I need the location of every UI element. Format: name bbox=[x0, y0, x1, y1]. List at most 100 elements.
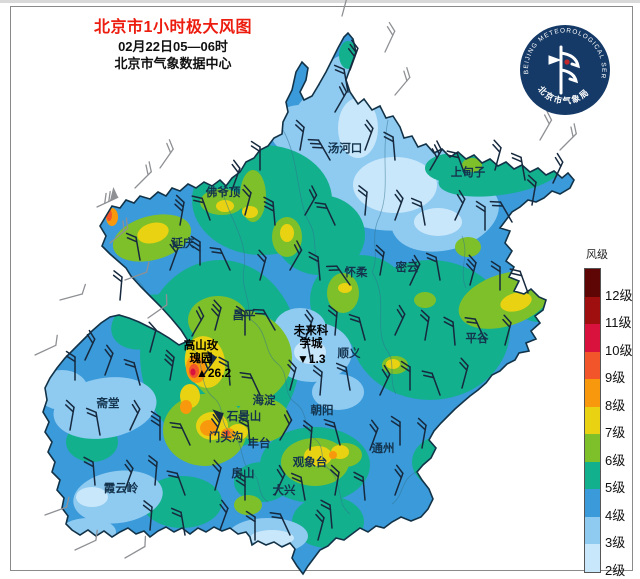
wind-barb bbox=[446, 150, 466, 176]
wind-barb bbox=[219, 499, 229, 531]
wind-vane-icon bbox=[548, 45, 580, 95]
wind-barb bbox=[295, 119, 305, 151]
map-header: 北京市1小时极大风图 02月22日05—06时 北京市气象数据中心 bbox=[58, 18, 288, 73]
wind-barb bbox=[263, 196, 276, 226]
station-label: 通州 bbox=[372, 442, 395, 455]
station-label: 斋堂 bbox=[96, 396, 120, 410]
wind-barb bbox=[190, 235, 201, 266]
wind-barb bbox=[459, 357, 469, 389]
wind-barb bbox=[212, 459, 222, 491]
wind-barb bbox=[245, 510, 256, 541]
legend-label: 4级 bbox=[605, 507, 626, 523]
wind-barb bbox=[375, 244, 385, 276]
wind-barb bbox=[307, 138, 331, 161]
legend-cell: 12级 bbox=[585, 269, 632, 303]
station-label: 未来科 bbox=[293, 323, 329, 337]
legend-cell: 2级 bbox=[585, 544, 625, 578]
wind-barb bbox=[429, 140, 443, 171]
wind-barb bbox=[364, 119, 374, 151]
wind-barb bbox=[109, 217, 129, 244]
wind-barb bbox=[34, 334, 58, 356]
legend-label: 12级 bbox=[605, 287, 633, 303]
wind-barb bbox=[269, 512, 291, 536]
wind-barb bbox=[44, 496, 70, 516]
wind-barb bbox=[142, 500, 153, 531]
legend-cell: 6级 bbox=[585, 434, 625, 468]
contour-blob bbox=[386, 359, 400, 369]
wind-barb bbox=[327, 305, 338, 336]
legend-label: 7级 bbox=[605, 425, 626, 440]
wind-barb bbox=[112, 270, 123, 301]
wind-barb bbox=[420, 309, 430, 341]
wind-barb bbox=[421, 370, 441, 396]
station-label: 昌平 bbox=[233, 309, 256, 322]
station-label: 石景山 bbox=[226, 409, 262, 423]
contour-blob bbox=[329, 451, 337, 459]
wind-barb bbox=[347, 39, 359, 71]
wind-barb bbox=[209, 247, 231, 271]
wind-barb bbox=[400, 360, 411, 391]
wind-barb bbox=[65, 350, 76, 381]
contour-blob bbox=[60, 518, 116, 546]
wind-barb bbox=[235, 470, 246, 501]
station-label: 瑰园 bbox=[190, 351, 213, 365]
contour-blob bbox=[292, 496, 364, 548]
contour-blob bbox=[43, 370, 88, 410]
legend-label: 11级 bbox=[605, 315, 632, 330]
contour-blob bbox=[210, 112, 270, 168]
wind-barb bbox=[308, 251, 321, 281]
wind-barb bbox=[304, 309, 314, 341]
contour-blob bbox=[224, 430, 230, 436]
contour-blob bbox=[190, 368, 196, 376]
contour-blob bbox=[137, 222, 169, 244]
contour-blob bbox=[455, 237, 481, 257]
wind-barb bbox=[129, 399, 141, 431]
contour-blob bbox=[234, 495, 262, 515]
wind-barb bbox=[539, 110, 553, 141]
wind-barb bbox=[287, 359, 297, 391]
wind-barb bbox=[148, 321, 157, 353]
wind-barb bbox=[202, 350, 217, 377]
station-label: 丰台 bbox=[248, 436, 271, 450]
contour-blob bbox=[414, 208, 462, 236]
wind-barb bbox=[330, 464, 340, 496]
wind-barb bbox=[84, 329, 96, 361]
wind-barb bbox=[348, 313, 366, 341]
wind-barb bbox=[296, 334, 312, 363]
wind-barb bbox=[124, 261, 150, 281]
station-label: 高山玫 bbox=[184, 338, 219, 352]
wind-barb bbox=[211, 409, 224, 436]
station-label: 观象台 bbox=[293, 455, 328, 469]
wind-barb bbox=[238, 416, 251, 446]
contour-blob bbox=[462, 158, 482, 172]
station-label: 密云 bbox=[395, 260, 419, 274]
wind-barb bbox=[394, 189, 404, 221]
station-label: 怀柔 bbox=[345, 265, 368, 279]
wind-barb bbox=[159, 139, 174, 169]
wind-barb bbox=[384, 21, 396, 53]
legend-label: 9级 bbox=[605, 370, 626, 385]
wind-barb bbox=[218, 356, 231, 386]
wind-barb bbox=[394, 67, 411, 96]
contour-blob bbox=[241, 141, 255, 159]
wind-barb bbox=[315, 509, 325, 541]
station-label: 延庆 bbox=[171, 236, 195, 250]
station-label: 海淀 bbox=[253, 393, 276, 407]
station-label: 门头沟 bbox=[209, 430, 244, 444]
wind-barb bbox=[466, 254, 477, 286]
legend-cell: 3级 bbox=[585, 516, 625, 550]
wind-barb bbox=[417, 417, 427, 449]
station-label: 学城 bbox=[300, 336, 323, 350]
wind-barb bbox=[174, 194, 185, 226]
contour-blob bbox=[180, 400, 192, 414]
wind-barb bbox=[527, 174, 537, 206]
wind-barb bbox=[147, 455, 158, 486]
wind-barb bbox=[59, 283, 86, 301]
wind-barb bbox=[320, 499, 333, 529]
legend-cell: 9级 bbox=[585, 351, 625, 385]
wind-barb bbox=[191, 195, 211, 221]
station-label: 平谷 bbox=[466, 331, 489, 345]
legend-cell: 11级 bbox=[585, 296, 632, 330]
page-title: 北京市1小时极大风图 bbox=[94, 19, 252, 36]
